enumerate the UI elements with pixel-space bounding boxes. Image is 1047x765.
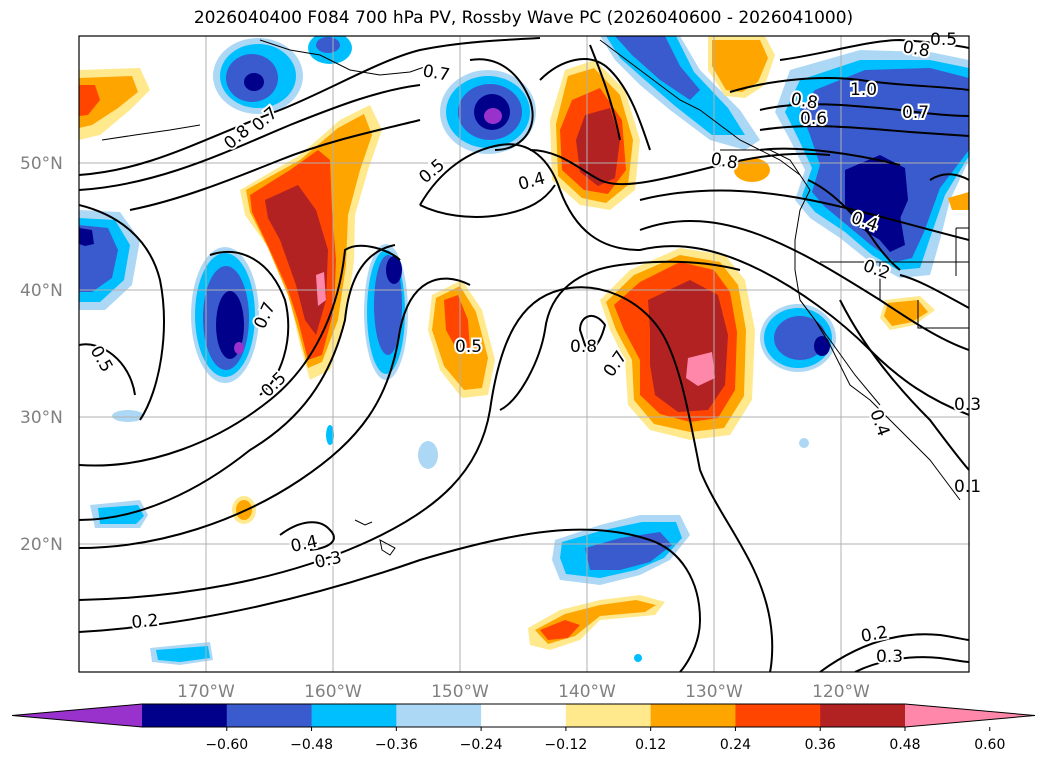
anomaly-patch	[79, 210, 140, 310]
colorbar-tick-label: 0.60	[974, 737, 1005, 753]
contour-label: 0.8	[570, 337, 597, 357]
contour-label: 0.5	[930, 30, 957, 50]
anomaly-patch	[550, 60, 640, 210]
anomaly-patch	[760, 304, 836, 372]
coastlines	[101, 39, 969, 556]
pv-contours	[79, 37, 969, 672]
colorbar-segment	[820, 704, 906, 727]
anomaly-patch	[213, 38, 303, 114]
lon-label: 140°W	[558, 682, 616, 702]
colorbar-outline	[11, 703, 1036, 728]
contour-label: 0.2	[131, 611, 160, 633]
contour-label: 0.5	[455, 337, 482, 357]
colorbar-segment	[565, 704, 652, 727]
lat-label: 20°N	[20, 535, 63, 555]
anomaly-patch	[440, 70, 536, 154]
anomaly-patch	[240, 105, 382, 380]
contour-label: 0.5	[86, 343, 117, 376]
contour-label: 0.2	[859, 623, 889, 647]
colorbar-tick-label: 0.48	[889, 737, 920, 753]
contour-label: 0.3	[954, 395, 981, 415]
contour-label: 0.4	[516, 169, 547, 195]
lon-label: 170°W	[177, 682, 235, 702]
lon-label: 160°W	[304, 682, 362, 702]
lon-label: 150°W	[431, 682, 489, 702]
colorbar-tick-label: 0.36	[805, 737, 836, 753]
longitude-labels: 170°W 160°W 150°W 140°W 130°W 120°W	[177, 682, 870, 702]
lat-label: 30°N	[20, 408, 63, 428]
lon-label: 120°W	[812, 682, 870, 702]
anomaly-patch	[528, 595, 665, 650]
colorbar-segment	[226, 704, 313, 727]
colorbar-segment	[650, 704, 736, 727]
anomaly-patch	[364, 244, 408, 380]
colorbar-tick-label: −0.24	[460, 737, 503, 753]
contour-label: 0.7	[421, 61, 451, 85]
colorbar-ticks: −0.60 −0.48 −0.36 −0.24 −0.12 0.12 0.24 0.36 0.4…	[205, 727, 1005, 753]
colorbar-segment	[481, 704, 567, 727]
colorbar	[11, 703, 1036, 728]
anomaly-patch	[90, 410, 809, 665]
colorbar-tick-label: 0.12	[635, 737, 666, 753]
map-title: 2026040400 F084 700 hPa PV, Rossby Wave …	[193, 8, 854, 28]
contour-label: 0.5	[415, 155, 449, 188]
lat-label: 40°N	[20, 281, 63, 301]
contour-label: 0.4	[865, 407, 893, 439]
plot-frame	[78, 35, 970, 673]
colorbar-tick-label: −0.12	[544, 737, 587, 753]
contour-label: 0.8	[220, 121, 254, 154]
colorbar-segment	[396, 704, 482, 727]
colorbar-segment	[142, 704, 228, 727]
anomaly-patch	[600, 248, 755, 440]
lat-label: 50°N	[20, 154, 63, 174]
colorbar-extend-min	[12, 704, 142, 727]
contour-label: 0.8	[789, 89, 819, 113]
colorbar-segment	[735, 704, 821, 727]
anomaly-patch	[308, 36, 352, 64]
colorbar-extend-max	[905, 704, 1035, 727]
anomaly-patch	[734, 158, 770, 182]
contour-label: 1.0	[850, 80, 877, 100]
contour-label: 0.1	[954, 477, 981, 497]
colorbar-tick-label: −0.48	[290, 737, 333, 753]
colorbar-segment	[311, 704, 397, 727]
colorbar-tick-label: −0.36	[375, 737, 418, 753]
contour-label: 0.5	[257, 368, 290, 401]
colorbar-tick-label: −0.60	[205, 737, 248, 753]
grid-lines	[79, 36, 969, 672]
colorbar-tick-label: 0.24	[720, 737, 751, 753]
lon-label: 130°W	[685, 682, 743, 702]
anomaly-patch	[880, 296, 935, 330]
anomaly-patch	[79, 68, 150, 140]
anomaly-patch	[600, 36, 760, 150]
anomaly-patch	[191, 247, 259, 383]
latitude-labels: 50°N 40°N 30°N 20°N	[20, 154, 63, 555]
anomaly-patch	[948, 192, 969, 210]
contour-label: 0.3	[876, 647, 903, 667]
anomaly-patch	[708, 36, 775, 98]
contour-label: 0.7	[902, 103, 929, 123]
contour-label: 0.6	[800, 109, 827, 129]
